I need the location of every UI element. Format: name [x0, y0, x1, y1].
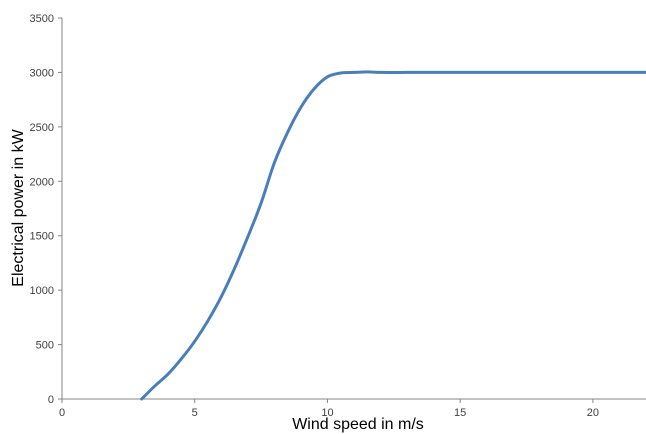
y-axis-ticks: 0 500 1000 1500 2000 2500 3000 3500	[30, 13, 62, 406]
x-tick-label: 5	[192, 407, 198, 419]
y-tick-label: 1500	[30, 231, 54, 243]
x-tick-label: 0	[59, 407, 65, 419]
y-tick-label: 2500	[30, 122, 54, 134]
y-tick-label: 1000	[30, 285, 54, 297]
y-tick-label: 2000	[30, 176, 54, 188]
x-tick-label: 20	[587, 407, 599, 419]
y-tick-label: 3000	[30, 67, 54, 79]
x-tick-label: 15	[454, 407, 466, 419]
x-tick-label: 10	[321, 407, 333, 419]
x-axis-ticks: 0 5 10 15 20	[59, 399, 599, 419]
power-curve-line	[140, 70, 646, 401]
x-axis-title: Wind speed in m/s	[292, 416, 424, 433]
y-tick-label: 0	[48, 394, 54, 406]
y-tick-label: 3500	[30, 13, 54, 25]
y-tick-label: 500	[36, 340, 54, 352]
y-axis-title: Electrical power in kW	[10, 128, 27, 286]
